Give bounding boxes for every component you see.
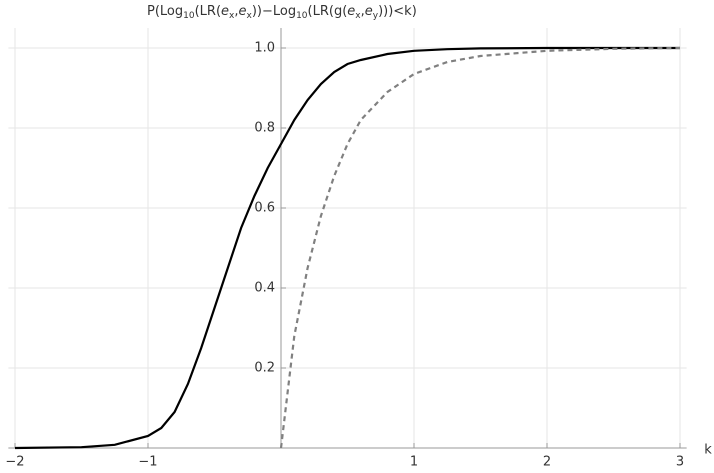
x-tick-label: 3 [676,455,684,470]
y-tick-label: 1.0 [254,41,275,56]
title-part: e [238,4,246,19]
title-part: x [229,11,235,21]
title-part: e [221,4,229,19]
title-part: e [347,4,355,19]
title-part: x [246,11,252,21]
series-line [279,46,681,449]
y-tick-label: 0.6 [254,201,275,216]
x-tick-label: −2 [5,455,24,470]
title-part: , [234,4,238,19]
y-tick-label: 0.8 [254,121,275,136]
title-part: (LR( [195,4,221,19]
title-part: , [361,4,365,19]
x-tick-label: 2 [543,455,551,470]
title-part: e [365,4,373,19]
title-part: ))−Log [252,4,296,19]
x-tick-label: 1 [410,455,418,470]
title-part: x [355,11,361,21]
title-part: )))<k) [378,4,417,19]
title-part: y [373,11,379,21]
title-part: 10 [183,11,195,21]
x-tick-label: −1 [138,455,157,470]
title-part: (LR(g( [308,4,348,19]
chart-title: P(Log10(LR(ex,ex))−Log10(LR(g(ex,ey)))<k… [147,4,417,21]
title-part: P(Log [147,4,183,19]
y-tick-label: 0.2 [254,361,275,376]
title-part: 10 [296,11,308,21]
x-axis-label: k [704,443,712,458]
y-tick-label: 0.4 [254,281,275,296]
series-line [14,46,680,450]
